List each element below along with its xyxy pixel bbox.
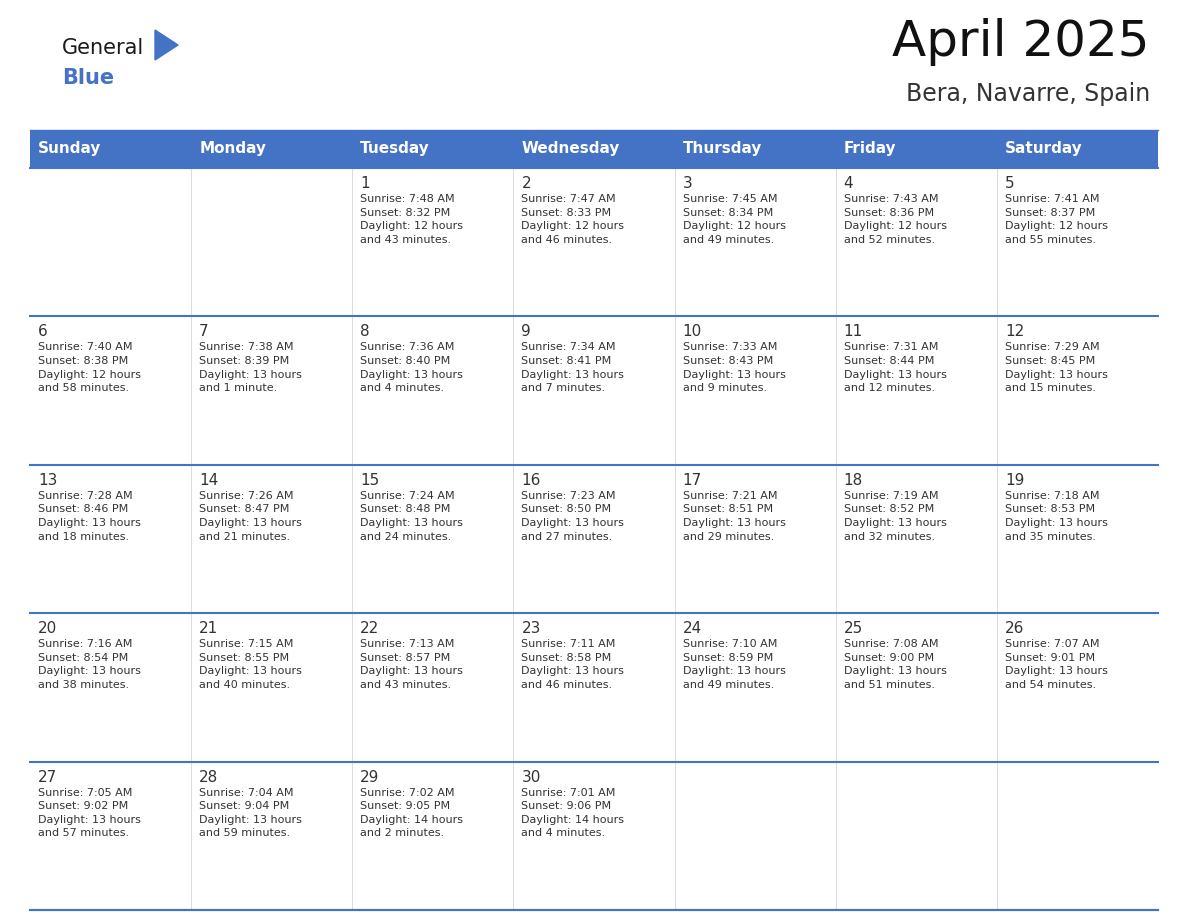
Text: Sunrise: 7:38 AM
Sunset: 8:39 PM
Daylight: 13 hours
and 1 minute.: Sunrise: 7:38 AM Sunset: 8:39 PM Dayligh… <box>200 342 302 393</box>
Text: 26: 26 <box>1005 621 1024 636</box>
Polygon shape <box>154 30 178 60</box>
Text: Sunrise: 7:13 AM
Sunset: 8:57 PM
Daylight: 13 hours
and 43 minutes.: Sunrise: 7:13 AM Sunset: 8:57 PM Dayligh… <box>360 639 463 690</box>
Text: 23: 23 <box>522 621 541 636</box>
Text: Sunrise: 7:48 AM
Sunset: 8:32 PM
Daylight: 12 hours
and 43 minutes.: Sunrise: 7:48 AM Sunset: 8:32 PM Dayligh… <box>360 194 463 245</box>
Text: Monday: Monday <box>200 141 266 156</box>
Text: Sunrise: 7:43 AM
Sunset: 8:36 PM
Daylight: 12 hours
and 52 minutes.: Sunrise: 7:43 AM Sunset: 8:36 PM Dayligh… <box>843 194 947 245</box>
Text: 29: 29 <box>360 769 380 785</box>
Bar <box>30 762 1158 910</box>
Bar <box>30 317 1158 465</box>
Text: 19: 19 <box>1005 473 1024 487</box>
Text: April 2025: April 2025 <box>892 18 1150 66</box>
Text: 28: 28 <box>200 769 219 785</box>
Text: Sunrise: 7:02 AM
Sunset: 9:05 PM
Daylight: 14 hours
and 2 minutes.: Sunrise: 7:02 AM Sunset: 9:05 PM Dayligh… <box>360 788 463 838</box>
Text: 17: 17 <box>683 473 702 487</box>
Text: 10: 10 <box>683 324 702 340</box>
Text: 12: 12 <box>1005 324 1024 340</box>
Text: Sunrise: 7:33 AM
Sunset: 8:43 PM
Daylight: 13 hours
and 9 minutes.: Sunrise: 7:33 AM Sunset: 8:43 PM Dayligh… <box>683 342 785 393</box>
Text: Sunrise: 7:11 AM
Sunset: 8:58 PM
Daylight: 13 hours
and 46 minutes.: Sunrise: 7:11 AM Sunset: 8:58 PM Dayligh… <box>522 639 625 690</box>
Text: Blue: Blue <box>62 68 114 88</box>
Text: 24: 24 <box>683 621 702 636</box>
Text: General: General <box>62 38 144 58</box>
Text: 21: 21 <box>200 621 219 636</box>
Text: Sunrise: 7:47 AM
Sunset: 8:33 PM
Daylight: 12 hours
and 46 minutes.: Sunrise: 7:47 AM Sunset: 8:33 PM Dayligh… <box>522 194 625 245</box>
Text: 11: 11 <box>843 324 862 340</box>
Text: 22: 22 <box>360 621 379 636</box>
Text: 8: 8 <box>360 324 369 340</box>
Text: Sunday: Sunday <box>38 141 101 156</box>
Text: 25: 25 <box>843 621 862 636</box>
Text: 15: 15 <box>360 473 379 487</box>
Text: Sunrise: 7:24 AM
Sunset: 8:48 PM
Daylight: 13 hours
and 24 minutes.: Sunrise: 7:24 AM Sunset: 8:48 PM Dayligh… <box>360 491 463 542</box>
Text: Sunrise: 7:18 AM
Sunset: 8:53 PM
Daylight: 13 hours
and 35 minutes.: Sunrise: 7:18 AM Sunset: 8:53 PM Dayligh… <box>1005 491 1107 542</box>
Text: 3: 3 <box>683 176 693 191</box>
Text: 5: 5 <box>1005 176 1015 191</box>
Text: Thursday: Thursday <box>683 141 762 156</box>
Text: 20: 20 <box>38 621 57 636</box>
Text: Sunrise: 7:23 AM
Sunset: 8:50 PM
Daylight: 13 hours
and 27 minutes.: Sunrise: 7:23 AM Sunset: 8:50 PM Dayligh… <box>522 491 625 542</box>
Text: 4: 4 <box>843 176 853 191</box>
Text: Sunrise: 7:08 AM
Sunset: 9:00 PM
Daylight: 13 hours
and 51 minutes.: Sunrise: 7:08 AM Sunset: 9:00 PM Dayligh… <box>843 639 947 690</box>
Text: 2: 2 <box>522 176 531 191</box>
Text: 7: 7 <box>200 324 209 340</box>
Text: 1: 1 <box>360 176 369 191</box>
Text: Sunrise: 7:04 AM
Sunset: 9:04 PM
Daylight: 13 hours
and 59 minutes.: Sunrise: 7:04 AM Sunset: 9:04 PM Dayligh… <box>200 788 302 838</box>
Text: Sunrise: 7:07 AM
Sunset: 9:01 PM
Daylight: 13 hours
and 54 minutes.: Sunrise: 7:07 AM Sunset: 9:01 PM Dayligh… <box>1005 639 1107 690</box>
Text: 13: 13 <box>38 473 57 487</box>
Text: 27: 27 <box>38 769 57 785</box>
Text: Sunrise: 7:05 AM
Sunset: 9:02 PM
Daylight: 13 hours
and 57 minutes.: Sunrise: 7:05 AM Sunset: 9:02 PM Dayligh… <box>38 788 141 838</box>
Text: Sunrise: 7:34 AM
Sunset: 8:41 PM
Daylight: 13 hours
and 7 minutes.: Sunrise: 7:34 AM Sunset: 8:41 PM Dayligh… <box>522 342 625 393</box>
Text: Sunrise: 7:16 AM
Sunset: 8:54 PM
Daylight: 13 hours
and 38 minutes.: Sunrise: 7:16 AM Sunset: 8:54 PM Dayligh… <box>38 639 141 690</box>
Text: Sunrise: 7:36 AM
Sunset: 8:40 PM
Daylight: 13 hours
and 4 minutes.: Sunrise: 7:36 AM Sunset: 8:40 PM Dayligh… <box>360 342 463 393</box>
Text: Sunrise: 7:31 AM
Sunset: 8:44 PM
Daylight: 13 hours
and 12 minutes.: Sunrise: 7:31 AM Sunset: 8:44 PM Dayligh… <box>843 342 947 393</box>
Text: Wednesday: Wednesday <box>522 141 620 156</box>
Text: Sunrise: 7:28 AM
Sunset: 8:46 PM
Daylight: 13 hours
and 18 minutes.: Sunrise: 7:28 AM Sunset: 8:46 PM Dayligh… <box>38 491 141 542</box>
Bar <box>30 130 1158 168</box>
Text: 6: 6 <box>38 324 48 340</box>
Text: Sunrise: 7:21 AM
Sunset: 8:51 PM
Daylight: 13 hours
and 29 minutes.: Sunrise: 7:21 AM Sunset: 8:51 PM Dayligh… <box>683 491 785 542</box>
Text: 30: 30 <box>522 769 541 785</box>
Text: Sunrise: 7:01 AM
Sunset: 9:06 PM
Daylight: 14 hours
and 4 minutes.: Sunrise: 7:01 AM Sunset: 9:06 PM Dayligh… <box>522 788 625 838</box>
Text: Sunrise: 7:29 AM
Sunset: 8:45 PM
Daylight: 13 hours
and 15 minutes.: Sunrise: 7:29 AM Sunset: 8:45 PM Dayligh… <box>1005 342 1107 393</box>
Text: Sunrise: 7:45 AM
Sunset: 8:34 PM
Daylight: 12 hours
and 49 minutes.: Sunrise: 7:45 AM Sunset: 8:34 PM Dayligh… <box>683 194 785 245</box>
Text: Sunrise: 7:26 AM
Sunset: 8:47 PM
Daylight: 13 hours
and 21 minutes.: Sunrise: 7:26 AM Sunset: 8:47 PM Dayligh… <box>200 491 302 542</box>
Text: Sunrise: 7:41 AM
Sunset: 8:37 PM
Daylight: 12 hours
and 55 minutes.: Sunrise: 7:41 AM Sunset: 8:37 PM Dayligh… <box>1005 194 1108 245</box>
Text: Sunrise: 7:10 AM
Sunset: 8:59 PM
Daylight: 13 hours
and 49 minutes.: Sunrise: 7:10 AM Sunset: 8:59 PM Dayligh… <box>683 639 785 690</box>
Text: Friday: Friday <box>843 141 896 156</box>
Text: 9: 9 <box>522 324 531 340</box>
Text: Sunrise: 7:40 AM
Sunset: 8:38 PM
Daylight: 12 hours
and 58 minutes.: Sunrise: 7:40 AM Sunset: 8:38 PM Dayligh… <box>38 342 141 393</box>
Text: Saturday: Saturday <box>1005 141 1082 156</box>
Text: Sunrise: 7:15 AM
Sunset: 8:55 PM
Daylight: 13 hours
and 40 minutes.: Sunrise: 7:15 AM Sunset: 8:55 PM Dayligh… <box>200 639 302 690</box>
Text: 18: 18 <box>843 473 862 487</box>
Text: Tuesday: Tuesday <box>360 141 430 156</box>
Bar <box>30 613 1158 762</box>
Text: 14: 14 <box>200 473 219 487</box>
Text: Bera, Navarre, Spain: Bera, Navarre, Spain <box>905 82 1150 106</box>
Bar <box>30 465 1158 613</box>
Text: Sunrise: 7:19 AM
Sunset: 8:52 PM
Daylight: 13 hours
and 32 minutes.: Sunrise: 7:19 AM Sunset: 8:52 PM Dayligh… <box>843 491 947 542</box>
Text: 16: 16 <box>522 473 541 487</box>
Bar <box>30 168 1158 317</box>
